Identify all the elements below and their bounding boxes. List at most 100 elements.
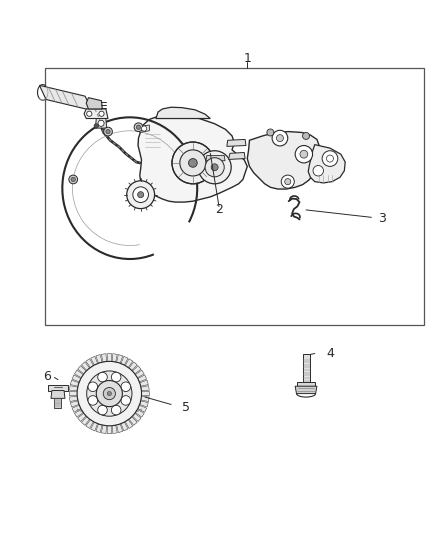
Polygon shape (206, 156, 225, 161)
Circle shape (98, 405, 107, 415)
Text: 2: 2 (215, 204, 223, 216)
Circle shape (272, 130, 288, 146)
Circle shape (281, 175, 294, 188)
Circle shape (71, 177, 75, 182)
Polygon shape (121, 422, 128, 431)
Polygon shape (112, 354, 117, 362)
Text: 6: 6 (43, 370, 51, 383)
Circle shape (96, 381, 122, 407)
Polygon shape (86, 98, 102, 109)
Circle shape (98, 120, 104, 126)
Circle shape (99, 111, 104, 116)
Circle shape (303, 133, 310, 140)
Polygon shape (86, 419, 93, 429)
Text: 1: 1 (244, 52, 251, 65)
Circle shape (134, 123, 143, 132)
Circle shape (111, 373, 121, 382)
Polygon shape (229, 152, 245, 159)
Polygon shape (47, 385, 68, 391)
Polygon shape (74, 409, 83, 417)
Polygon shape (95, 118, 107, 128)
Polygon shape (297, 382, 315, 386)
Polygon shape (101, 425, 106, 433)
Polygon shape (70, 397, 78, 401)
Circle shape (107, 391, 112, 396)
Polygon shape (135, 370, 144, 378)
Polygon shape (308, 144, 345, 183)
Circle shape (98, 373, 107, 382)
Bar (45, 68, 424, 325)
Circle shape (138, 192, 144, 198)
Polygon shape (141, 397, 149, 401)
Circle shape (300, 150, 308, 158)
Polygon shape (107, 353, 112, 361)
Circle shape (127, 181, 155, 208)
Polygon shape (39, 85, 92, 110)
Polygon shape (71, 401, 79, 407)
Polygon shape (71, 380, 79, 386)
Circle shape (87, 111, 92, 116)
Polygon shape (125, 419, 133, 429)
Circle shape (180, 150, 206, 176)
Polygon shape (121, 356, 128, 365)
Polygon shape (156, 107, 210, 118)
Circle shape (104, 127, 113, 136)
Circle shape (69, 175, 78, 184)
Circle shape (313, 166, 323, 176)
Polygon shape (74, 370, 83, 378)
Polygon shape (185, 152, 201, 158)
Circle shape (322, 151, 338, 166)
Polygon shape (138, 115, 247, 202)
Polygon shape (72, 405, 81, 412)
Polygon shape (295, 386, 317, 393)
Polygon shape (227, 140, 246, 147)
Circle shape (141, 126, 147, 131)
Polygon shape (70, 386, 78, 391)
Polygon shape (132, 413, 141, 422)
Circle shape (211, 164, 218, 171)
Circle shape (326, 155, 333, 162)
Polygon shape (81, 362, 90, 370)
Polygon shape (107, 426, 112, 433)
Circle shape (106, 130, 110, 134)
Polygon shape (69, 391, 77, 396)
Polygon shape (101, 354, 106, 362)
Polygon shape (303, 354, 310, 382)
Circle shape (121, 382, 131, 392)
Polygon shape (132, 366, 141, 374)
Circle shape (87, 371, 132, 416)
Polygon shape (54, 398, 61, 408)
Circle shape (295, 146, 313, 163)
Circle shape (172, 142, 214, 184)
Polygon shape (125, 359, 133, 368)
Circle shape (121, 395, 131, 405)
Circle shape (88, 382, 98, 392)
Circle shape (133, 187, 148, 203)
Circle shape (276, 135, 283, 142)
Text: 5: 5 (182, 401, 191, 415)
Polygon shape (78, 366, 86, 374)
Circle shape (88, 395, 98, 405)
Polygon shape (72, 375, 81, 382)
Circle shape (188, 158, 197, 167)
Polygon shape (112, 425, 117, 433)
Polygon shape (141, 391, 149, 396)
Circle shape (103, 387, 116, 400)
Polygon shape (140, 380, 148, 386)
Circle shape (285, 179, 291, 184)
Circle shape (136, 125, 141, 130)
Polygon shape (117, 424, 123, 433)
Circle shape (205, 158, 224, 177)
Circle shape (94, 124, 99, 128)
Circle shape (198, 151, 231, 184)
Polygon shape (141, 386, 149, 391)
Polygon shape (51, 391, 65, 398)
Polygon shape (129, 362, 137, 370)
Polygon shape (247, 132, 319, 189)
Text: 4: 4 (326, 347, 334, 360)
Polygon shape (140, 401, 148, 407)
Polygon shape (140, 125, 149, 133)
Polygon shape (135, 409, 144, 417)
Polygon shape (91, 356, 98, 365)
Polygon shape (117, 354, 123, 364)
